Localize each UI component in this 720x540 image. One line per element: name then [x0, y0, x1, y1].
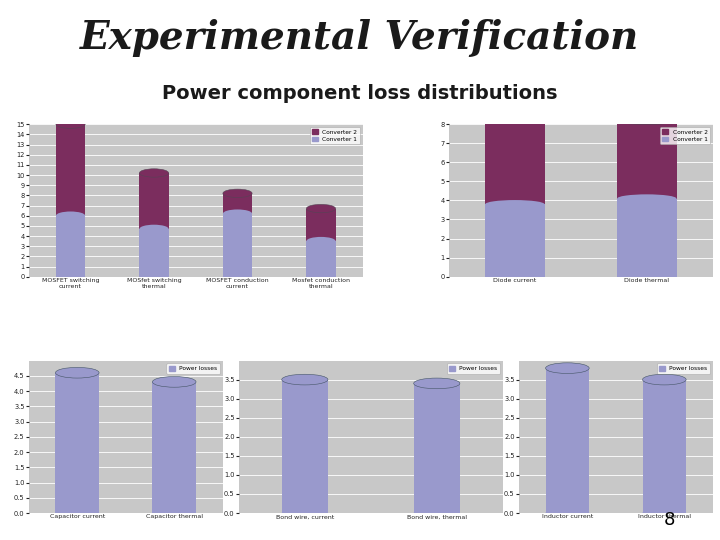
Ellipse shape [56, 120, 85, 129]
Bar [282, 380, 328, 513]
Bar [223, 193, 252, 214]
Bar [617, 120, 677, 199]
Ellipse shape [485, 200, 544, 208]
Ellipse shape [617, 273, 677, 281]
Bar [546, 368, 589, 513]
Ellipse shape [485, 273, 544, 281]
Bar [56, 124, 85, 215]
Ellipse shape [307, 204, 336, 213]
Legend: Converter 2, Converter 1: Converter 2, Converter 1 [660, 127, 710, 144]
Bar [307, 241, 336, 276]
Ellipse shape [56, 273, 85, 281]
Ellipse shape [223, 210, 252, 218]
Ellipse shape [307, 237, 336, 245]
Legend: Power losses: Power losses [446, 363, 500, 374]
Ellipse shape [546, 508, 589, 518]
Ellipse shape [153, 508, 196, 518]
Ellipse shape [414, 378, 460, 389]
Bar [307, 208, 336, 241]
Ellipse shape [617, 116, 677, 125]
Ellipse shape [546, 363, 589, 374]
Ellipse shape [642, 508, 686, 518]
Ellipse shape [153, 376, 196, 387]
Ellipse shape [56, 212, 85, 220]
Text: 8: 8 [664, 511, 675, 529]
Bar [485, 204, 544, 276]
Ellipse shape [485, 114, 544, 123]
Bar [485, 118, 544, 204]
Bar [642, 380, 686, 513]
Ellipse shape [223, 273, 252, 281]
Bar [140, 173, 168, 229]
Ellipse shape [282, 374, 328, 385]
Ellipse shape [55, 367, 99, 378]
Ellipse shape [617, 194, 677, 202]
Bar [617, 199, 677, 276]
Bar [414, 383, 460, 513]
Text: Experimental Verification: Experimental Verification [81, 19, 639, 57]
Ellipse shape [140, 273, 168, 281]
Bar [140, 229, 168, 276]
Text: Power component loss distributions: Power component loss distributions [162, 84, 558, 103]
Legend: Power losses: Power losses [657, 363, 710, 374]
Legend: Converter 2, Converter 1: Converter 2, Converter 1 [310, 127, 360, 144]
Ellipse shape [140, 225, 168, 233]
Bar [153, 382, 196, 513]
Bar [223, 214, 252, 276]
Ellipse shape [55, 508, 99, 518]
Ellipse shape [414, 508, 460, 518]
Ellipse shape [282, 508, 328, 518]
Ellipse shape [140, 169, 168, 177]
Ellipse shape [307, 273, 336, 281]
Ellipse shape [642, 374, 686, 385]
Bar [55, 373, 99, 513]
Bar [56, 215, 85, 276]
Legend: Power losses: Power losses [166, 363, 220, 374]
Ellipse shape [223, 189, 252, 198]
